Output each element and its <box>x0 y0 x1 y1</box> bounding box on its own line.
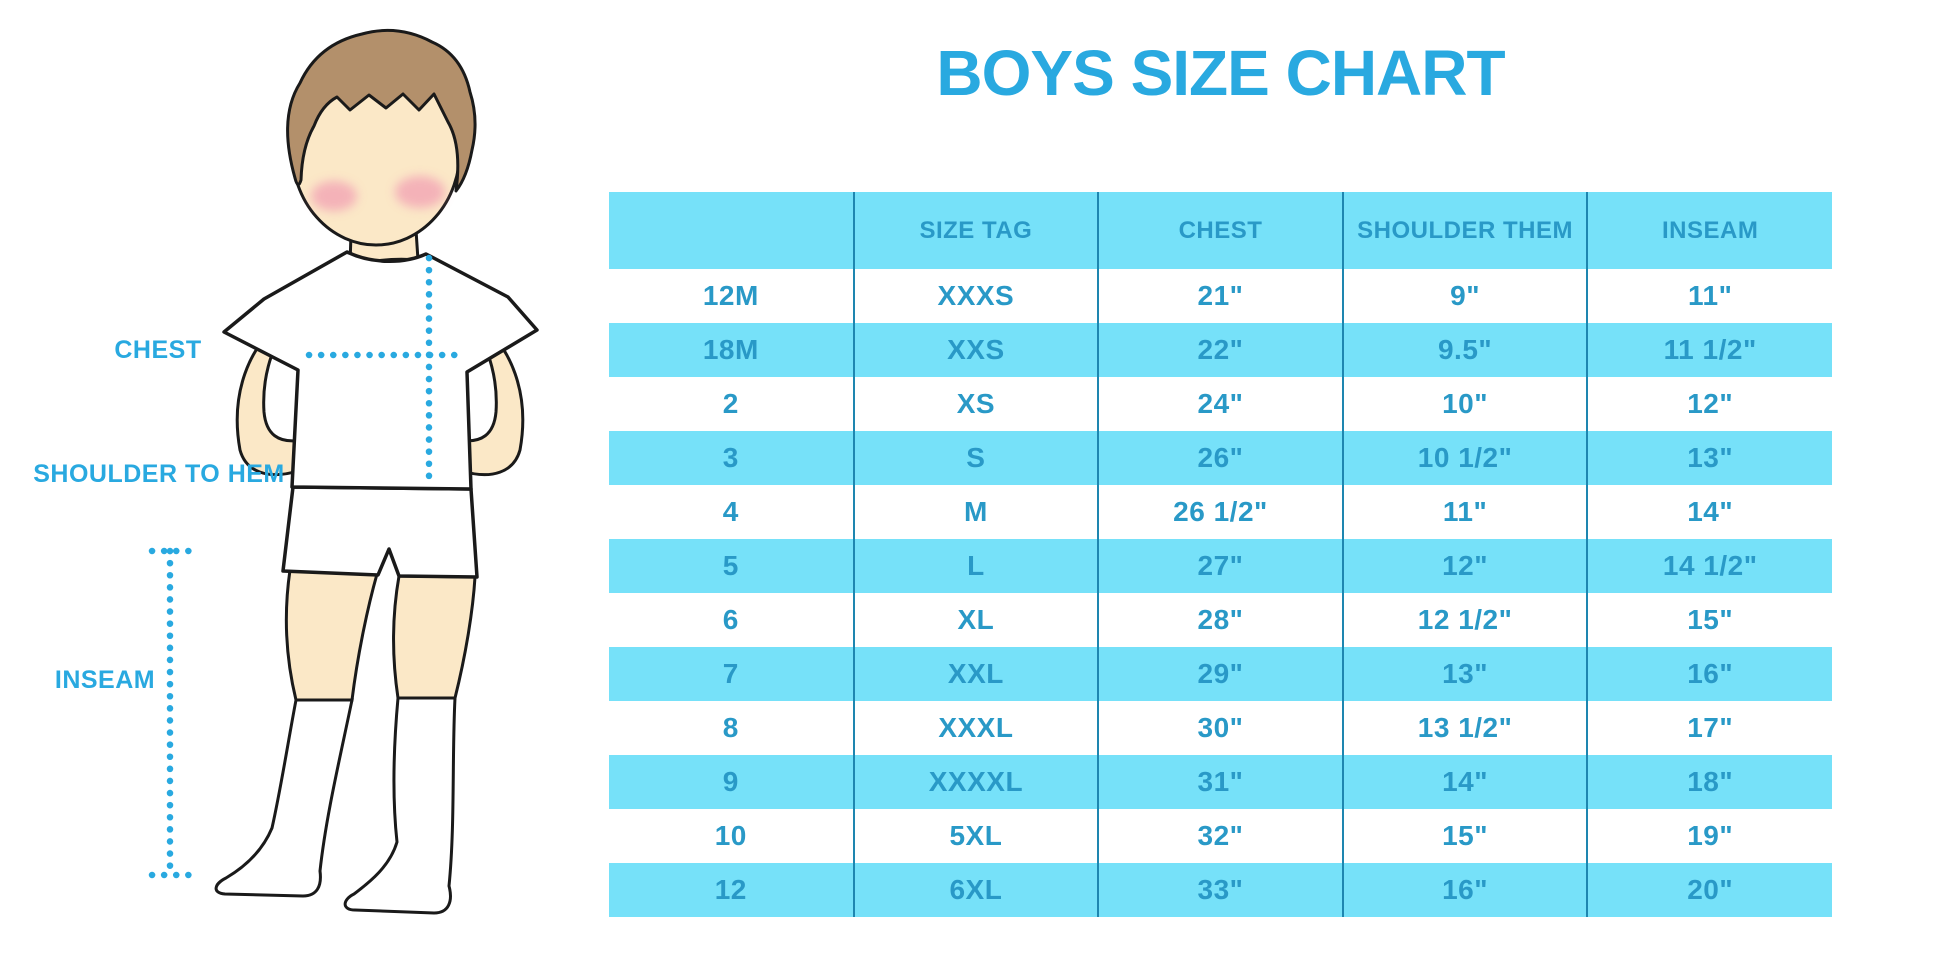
table-cell-shoulder: 9.5" <box>1341 323 1588 377</box>
table-cell-inseam: 14" <box>1586 485 1832 539</box>
table-cell-size-tag: 6XL <box>852 863 1099 917</box>
size-table-body: 12M XXXS 21" 9" 11" 18M XXS 22" 9.5" 11 … <box>609 269 1832 917</box>
table-row: 6 XL 28" 12 1/2" 15" <box>609 593 1832 647</box>
boy-sock-left <box>214 698 354 898</box>
table-row: 18M XXS 22" 9.5" 11 1/2" <box>609 323 1832 377</box>
table-row: 4 M 26 1/2" 11" 14" <box>609 485 1832 539</box>
table-cell-inseam: 16" <box>1586 647 1832 701</box>
table-cell-size-tag: M <box>852 485 1099 539</box>
table-cell-size-tag: XXXL <box>852 701 1099 755</box>
boy-sock-right <box>343 696 457 915</box>
table-cell-inseam: 11" <box>1586 269 1832 323</box>
table-cell-inseam: 13" <box>1586 431 1832 485</box>
boy-blush-right <box>395 176 445 208</box>
table-cell-chest: 26 1/2" <box>1097 485 1343 539</box>
table-cell-chest: 22" <box>1097 323 1343 377</box>
boy-head <box>286 28 477 247</box>
table-cell-size-tag: XXXS <box>852 269 1099 323</box>
table-cell-chest: 32" <box>1097 809 1343 863</box>
table-cell-shoulder: 12 1/2" <box>1341 593 1588 647</box>
table-cell-shoulder: 10" <box>1341 377 1588 431</box>
table-cell-chest: 28" <box>1097 593 1343 647</box>
header-cell-size-tag: SIZE TAG <box>852 192 1099 269</box>
table-cell-size: 9 <box>609 755 854 809</box>
table-cell-shoulder: 12" <box>1341 539 1588 593</box>
table-cell-size-tag: 5XL <box>852 809 1099 863</box>
shoulder-to-hem-label: SHOULDER TO HEM <box>33 460 285 488</box>
table-cell-shoulder: 15" <box>1341 809 1588 863</box>
boy-illustration <box>148 28 539 915</box>
table-cell-shoulder: 13 1/2" <box>1341 701 1588 755</box>
table-cell-size: 8 <box>609 701 854 755</box>
table-cell-inseam: 17" <box>1586 701 1832 755</box>
table-cell-chest: 26" <box>1097 431 1343 485</box>
table-row: 12M XXXS 21" 9" 11" <box>609 269 1832 323</box>
table-row: 5 L 27" 12" 14 1/2" <box>609 539 1832 593</box>
table-cell-size: 10 <box>609 809 854 863</box>
inseam-label: INSEAM <box>54 666 156 694</box>
table-cell-size-tag: L <box>852 539 1099 593</box>
table-cell-chest: 33" <box>1097 863 1343 917</box>
table-cell-size: 6 <box>609 593 854 647</box>
table-cell-size: 7 <box>609 647 854 701</box>
table-header-row: SIZE TAG CHEST SHOULDER THEM INSEAM <box>609 192 1832 269</box>
header-cell-size <box>609 192 854 269</box>
table-row: 12 6XL 33" 16" 20" <box>609 863 1832 917</box>
table-cell-size-tag: XXXXL <box>852 755 1099 809</box>
table-cell-inseam: 19" <box>1586 809 1832 863</box>
table-cell-shoulder: 16" <box>1341 863 1588 917</box>
table-cell-shoulder: 14" <box>1341 755 1588 809</box>
header-cell-inseam: INSEAM <box>1586 192 1832 269</box>
table-cell-shoulder: 11" <box>1341 485 1588 539</box>
table-cell-chest: 27" <box>1097 539 1343 593</box>
table-cell-chest: 31" <box>1097 755 1343 809</box>
table-row: 8 XXXL 30" 13 1/2" 17" <box>609 701 1832 755</box>
table-cell-chest: 30" <box>1097 701 1343 755</box>
boy-thigh-right <box>392 574 477 700</box>
table-cell-inseam: 15" <box>1586 593 1832 647</box>
table-row: 9 XXXXL 31" 14" 18" <box>609 755 1832 809</box>
page-title: BOYS SIZE CHART <box>936 37 1505 109</box>
table-cell-size: 3 <box>609 431 854 485</box>
table-cell-shoulder: 13" <box>1341 647 1588 701</box>
table-cell-shoulder: 9" <box>1341 269 1588 323</box>
boy-shirt <box>222 250 539 491</box>
table-cell-size: 5 <box>609 539 854 593</box>
table-cell-chest: 29" <box>1097 647 1343 701</box>
size-table-container: SIZE TAG CHEST SHOULDER THEM INSEAM 12M … <box>609 192 1832 917</box>
table-cell-inseam: 12" <box>1586 377 1832 431</box>
table-cell-inseam: 18" <box>1586 755 1832 809</box>
table-cell-shoulder: 10 1/2" <box>1341 431 1588 485</box>
chest-label: CHEST <box>114 336 202 364</box>
table-cell-inseam: 14 1/2" <box>1586 539 1832 593</box>
table-cell-size: 2 <box>609 377 854 431</box>
table-cell-size-tag: XS <box>852 377 1099 431</box>
boy-shorts <box>281 485 479 579</box>
header-cell-shoulder: SHOULDER THEM <box>1341 192 1588 269</box>
table-cell-size-tag: XXS <box>852 323 1099 377</box>
table-cell-size: 12M <box>609 269 854 323</box>
table-cell-size-tag: XL <box>852 593 1099 647</box>
table-cell-size-tag: S <box>852 431 1099 485</box>
boy-hair <box>286 28 477 193</box>
table-cell-chest: 21" <box>1097 269 1343 323</box>
table-row: 2 XS 24" 10" 12" <box>609 377 1832 431</box>
table-cell-inseam: 11 1/2" <box>1586 323 1832 377</box>
table-cell-inseam: 20" <box>1586 863 1832 917</box>
table-row: 3 S 26" 10 1/2" 13" <box>609 431 1832 485</box>
table-cell-chest: 24" <box>1097 377 1343 431</box>
boy-blush-left <box>311 181 357 211</box>
table-cell-size-tag: XXL <box>852 647 1099 701</box>
table-row: 7 XXL 29" 13" 16" <box>609 647 1832 701</box>
table-cell-size: 18M <box>609 323 854 377</box>
boy-thigh-left <box>284 568 379 702</box>
size-table: SIZE TAG CHEST SHOULDER THEM INSEAM 12M … <box>609 192 1832 917</box>
header-cell-chest: CHEST <box>1097 192 1343 269</box>
table-cell-size: 12 <box>609 863 854 917</box>
table-cell-size: 4 <box>609 485 854 539</box>
table-row: 10 5XL 32" 15" 19" <box>609 809 1832 863</box>
